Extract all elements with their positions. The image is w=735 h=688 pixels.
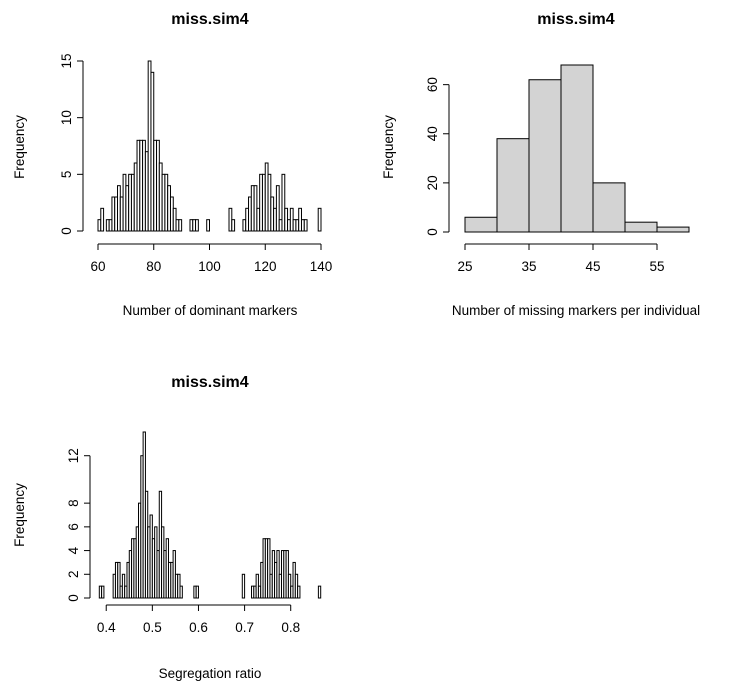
x-tick-label: 0.6 <box>189 620 208 635</box>
x-tick-label: 45 <box>585 259 600 274</box>
histogram-bar <box>179 585 183 599</box>
histogram-bar <box>275 185 280 232</box>
histogram-bar <box>624 221 658 233</box>
histogram-dominant-markers: miss.sim4 Number of dominant markers Fre… <box>12 11 332 318</box>
axes: 60 80 100 120 140 0 5 10 15 <box>59 53 332 274</box>
x-axis-label: Number of missing markers per individual <box>452 303 700 318</box>
y-tick-label: 6 <box>66 523 81 531</box>
x-tick-label: 55 <box>649 259 664 274</box>
y-tick-label: 15 <box>59 53 74 68</box>
histogram-bar <box>560 64 594 233</box>
x-tick-label: 100 <box>198 259 221 274</box>
x-tick-label: 0.5 <box>143 620 162 635</box>
histogram-bar <box>592 182 626 233</box>
histogram-bar <box>100 207 105 232</box>
y-axis-label: Frequency <box>12 483 27 547</box>
histogram-bar <box>464 216 498 233</box>
histogram-bar <box>297 585 301 599</box>
histogram-bar <box>281 173 286 232</box>
y-tick-label: 10 <box>59 110 74 125</box>
histogram-bar <box>231 219 236 232</box>
y-tick-label: 0 <box>425 228 440 236</box>
y-tick-label: 40 <box>425 126 440 141</box>
histogram-bar <box>206 219 211 232</box>
histogram-bar <box>528 79 562 233</box>
histogram-missing-markers: miss.sim4 Number of missing markers per … <box>381 11 700 318</box>
x-axis-label: Segregation ratio <box>159 666 262 681</box>
histogram-bar <box>303 219 308 232</box>
y-tick-label: 20 <box>425 175 440 190</box>
x-tick-label: 25 <box>457 259 472 274</box>
plot-title: miss.sim4 <box>537 11 614 28</box>
histogram-bar <box>178 219 183 232</box>
plot-title: miss.sim4 <box>171 11 248 28</box>
x-tick-label: 80 <box>146 259 161 274</box>
y-tick-label: 5 <box>59 171 74 179</box>
histogram-bar <box>496 138 530 233</box>
y-tick-label: 0 <box>59 227 74 235</box>
x-tick-label: 60 <box>90 259 105 274</box>
histogram-bar <box>317 585 322 599</box>
histogram-bars <box>97 60 322 232</box>
histogram-segregation-ratio: miss.sim4 Segregation ratio Frequency 0.… <box>12 374 322 681</box>
histogram-bar <box>241 573 246 599</box>
y-tick-label: 4 <box>66 546 81 554</box>
x-tick-label: 120 <box>254 259 277 274</box>
y-tick-label: 12 <box>66 448 81 463</box>
x-tick-label: 35 <box>521 259 536 274</box>
x-tick-label: 140 <box>310 259 333 274</box>
y-tick-label: 0 <box>66 594 81 602</box>
histogram-bar <box>317 207 322 232</box>
histogram-bars <box>98 431 322 599</box>
x-tick-label: 0.4 <box>97 620 116 635</box>
y-tick-label: 2 <box>66 571 81 579</box>
y-axis-label: Frequency <box>12 115 27 179</box>
histogram-bar <box>195 585 199 599</box>
axes: 0.4 0.5 0.6 0.7 0.8 0 2 4 6 8 12 <box>66 448 300 635</box>
histogram-bar <box>656 226 690 233</box>
histogram-bar <box>195 219 199 232</box>
histogram-bar <box>117 561 121 599</box>
histogram-bars <box>464 64 690 233</box>
y-axis-label: Frequency <box>381 115 396 179</box>
histogram-bar <box>101 585 105 599</box>
x-axis-label: Number of dominant markers <box>123 303 298 318</box>
plot-title: miss.sim4 <box>171 374 248 391</box>
histogram-bar <box>267 538 271 599</box>
axes: 25 35 45 55 0 20 40 60 <box>425 77 665 274</box>
y-tick-label: 60 <box>425 77 440 92</box>
y-tick-label: 8 <box>66 499 81 507</box>
x-tick-label: 0.8 <box>281 620 300 635</box>
x-tick-label: 0.7 <box>235 620 254 635</box>
